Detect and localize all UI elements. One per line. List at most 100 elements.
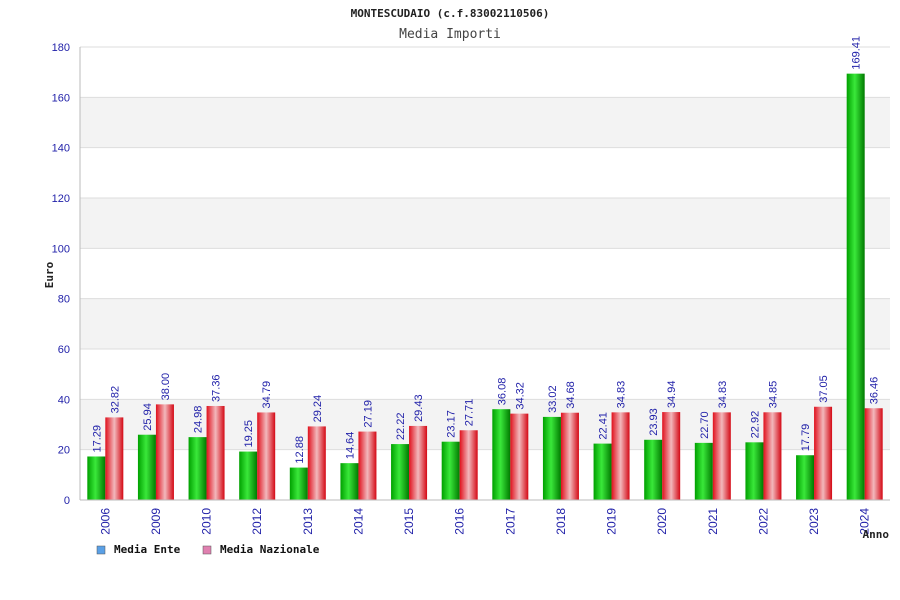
data-label-media-ente: 33.02 [547, 385, 559, 413]
data-label-media-ente: 17.79 [800, 424, 812, 452]
y-tick-label: 140 [52, 143, 70, 155]
bar-media-ente [644, 439, 663, 500]
y-axis-title: Euro [43, 261, 56, 288]
data-label-media-ente: 23.17 [446, 410, 458, 438]
x-tick-label: 2021 [706, 508, 720, 535]
x-tick-label: 2016 [453, 508, 467, 535]
data-label-media-ente: 23.93 [648, 408, 660, 436]
bar-media-ente [137, 434, 156, 500]
legend: Media Ente Media Nazionale [96, 543, 320, 556]
bar-media-nazionale [155, 404, 174, 500]
data-label-media-nazionale: 29.24 [312, 395, 324, 423]
grid-band [80, 349, 890, 400]
bar-media-nazionale [307, 426, 326, 500]
x-tick-label: 2014 [351, 508, 365, 535]
legend-swatch [202, 545, 212, 555]
data-label-media-ente: 22.70 [699, 411, 711, 439]
data-label-media-nazionale: 34.83 [717, 381, 729, 409]
data-label-media-nazionale: 36.46 [869, 377, 881, 405]
x-axis-title: Anno [863, 528, 890, 541]
bar-media-ente [239, 451, 258, 500]
chart-title: MONTESCUDAIO (c.f.83002110506) [351, 7, 550, 20]
bar-media-nazionale [409, 425, 428, 500]
y-tick-label: 20 [58, 445, 70, 457]
bar-media-ente [340, 463, 359, 500]
data-label-media-nazionale: 27.19 [362, 400, 374, 428]
x-tick-label: 2018 [554, 508, 568, 535]
data-label-media-nazionale: 27.71 [464, 399, 476, 427]
grid-band [80, 248, 890, 299]
bar-media-ente [542, 416, 561, 500]
data-label-media-ente: 24.98 [193, 406, 205, 434]
bar-media-nazionale [257, 412, 276, 500]
grid-band [80, 97, 890, 148]
grid-bands [80, 47, 890, 500]
bar-media-ente [796, 455, 815, 500]
x-tick-label: 2009 [149, 508, 163, 535]
x-tick-label: 2012 [250, 508, 264, 535]
grid-band [80, 147, 890, 198]
bar-media-nazionale [510, 413, 529, 500]
data-label-media-nazionale: 29.43 [413, 394, 425, 422]
grid-band [80, 298, 890, 349]
data-label-media-nazionale: 34.85 [767, 381, 779, 409]
bar-media-ente [846, 73, 865, 501]
data-label-media-ente: 169.41 [851, 36, 863, 70]
bar-media-nazionale [864, 408, 883, 500]
y-tick-label: 60 [58, 344, 70, 356]
y-tick-label: 0 [64, 495, 70, 507]
bar-media-ente [745, 442, 764, 500]
data-label-media-nazionale: 38.00 [160, 373, 172, 401]
bar-media-ente [593, 443, 612, 500]
bar-media-nazionale [662, 412, 681, 500]
legend-swatch [96, 545, 106, 555]
data-label-media-nazionale: 37.36 [211, 374, 223, 402]
y-tick-label: 180 [52, 42, 70, 54]
chart-subtitle: Media Importi [399, 27, 501, 42]
bar-media-nazionale [459, 430, 478, 500]
data-label-media-nazionale: 34.94 [666, 381, 678, 409]
bar-media-ente [391, 444, 410, 500]
data-label-media-ente: 17.29 [91, 425, 103, 453]
bar-media-ente [289, 467, 308, 500]
bar-media-nazionale [206, 405, 225, 500]
x-tick-label: 2010 [200, 508, 214, 535]
data-label-media-ente: 22.41 [598, 412, 610, 440]
grid-band [80, 47, 890, 98]
x-tick-label: 2024 [858, 508, 872, 535]
bar-media-nazionale [814, 406, 833, 500]
data-label-media-nazionale: 34.32 [514, 382, 526, 410]
bar-media-ente [188, 437, 207, 500]
y-tick-label: 80 [58, 294, 70, 306]
bar-media-ente [87, 456, 106, 500]
bar-media-nazionale [560, 412, 579, 500]
grid-band [80, 198, 890, 249]
data-label-media-ente: 25.94 [142, 403, 154, 431]
data-label-media-ente: 22.22 [395, 413, 407, 441]
x-tick-label: 2006 [98, 508, 112, 535]
data-label-media-ente: 12.88 [294, 436, 306, 464]
bar-media-ente [694, 442, 713, 500]
data-label-media-nazionale: 34.79 [261, 381, 273, 409]
x-tick-label: 2013 [301, 508, 315, 535]
data-labels: 17.29 32.82 25.94 38.00 24.98 37.36 19.25 34.79… [91, 36, 880, 464]
y-tick-label: 40 [58, 394, 70, 406]
x-tick-label: 2015 [402, 508, 416, 535]
data-label-media-ente: 19.25 [243, 420, 255, 448]
bars [87, 73, 883, 501]
x-tick-label: 2023 [807, 508, 821, 535]
data-label-media-ente: 22.92 [749, 411, 761, 439]
bar-media-nazionale [763, 412, 782, 500]
legend-label: Media Nazionale [220, 543, 320, 556]
bar-media-ente [492, 409, 511, 500]
data-label-media-nazionale: 37.05 [818, 375, 830, 403]
y-axis-ticks: 0 20 40 60 80 100 120 140 160 180 [52, 42, 70, 507]
data-label-media-nazionale: 32.82 [109, 386, 121, 414]
bar-media-nazionale [105, 417, 124, 500]
data-label-media-ente: 14.64 [344, 432, 356, 460]
data-label-media-nazionale: 34.83 [616, 381, 628, 409]
x-tick-label: 2019 [605, 508, 619, 535]
x-axis-ticks: 2006 2009 2010 2012 2013 2014 2015 2016 2017 2018… [98, 508, 871, 535]
y-tick-label: 100 [52, 243, 70, 255]
